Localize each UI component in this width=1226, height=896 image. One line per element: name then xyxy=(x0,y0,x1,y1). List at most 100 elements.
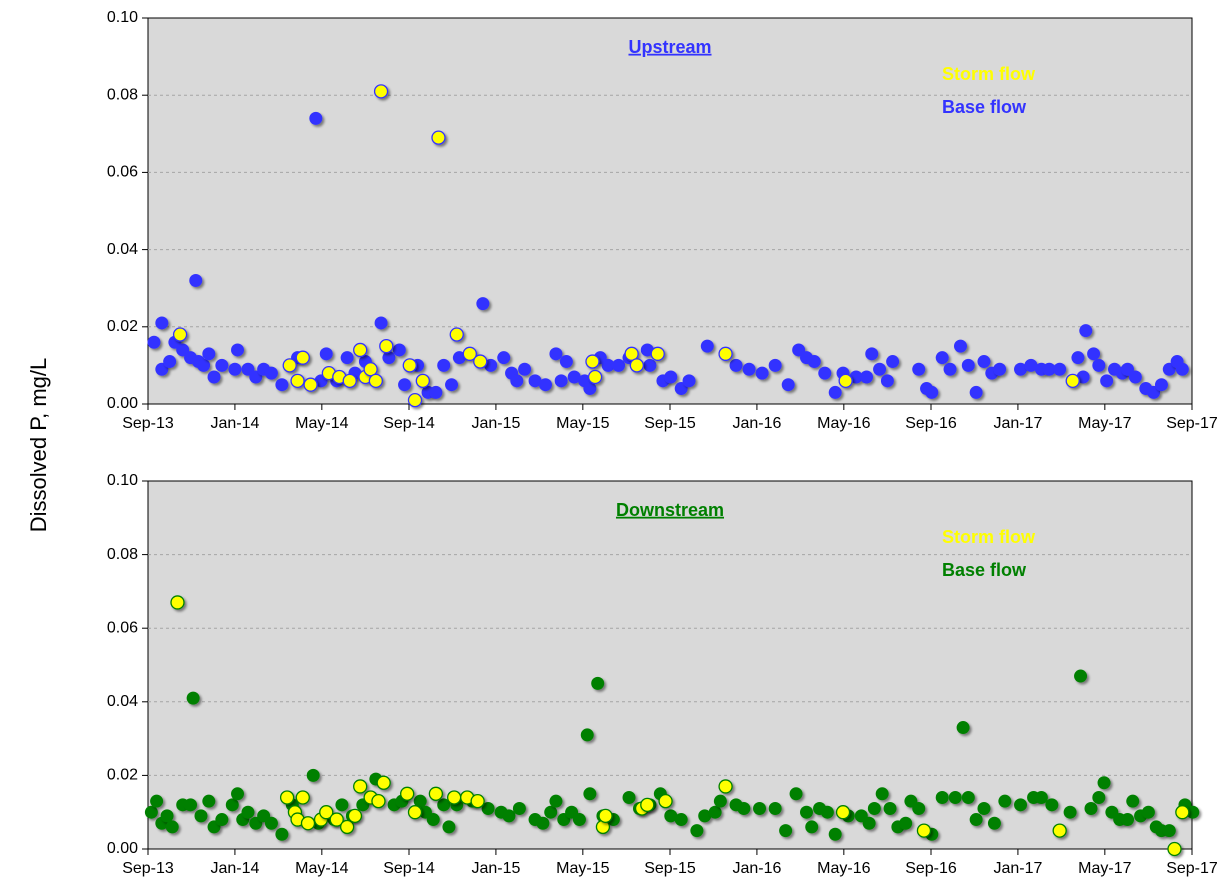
y-tick-label: 0.08 xyxy=(107,86,138,103)
data-point xyxy=(202,794,216,808)
data-point xyxy=(1154,378,1168,392)
x-tick-label: Sep-16 xyxy=(905,415,957,432)
data-point xyxy=(1100,374,1114,388)
data-point xyxy=(718,346,733,361)
data-point xyxy=(977,355,991,369)
data-point xyxy=(1076,370,1090,384)
data-point xyxy=(373,84,389,99)
data-point xyxy=(170,595,185,610)
data-point xyxy=(664,370,678,384)
data-point xyxy=(567,370,581,384)
data-point xyxy=(264,816,278,830)
legend-entry: Storm flow xyxy=(942,527,1036,547)
data-point xyxy=(1053,362,1067,376)
y-tick-label: 0.08 xyxy=(107,546,138,563)
data-point xyxy=(147,335,161,349)
data-point xyxy=(948,790,962,804)
data-point xyxy=(674,813,688,827)
data-point xyxy=(1014,362,1028,376)
x-tick-label: Sep-14 xyxy=(383,415,435,432)
data-point xyxy=(624,346,639,361)
data-point xyxy=(172,327,188,342)
data-point xyxy=(303,377,318,392)
data-point xyxy=(1175,362,1189,376)
x-tick-label: May-16 xyxy=(817,415,870,432)
data-point xyxy=(700,339,714,353)
data-point xyxy=(402,358,417,373)
data-point xyxy=(993,362,1007,376)
data-point xyxy=(860,370,874,384)
data-point xyxy=(943,362,957,376)
x-tick-label: Jan-17 xyxy=(993,860,1042,877)
data-point xyxy=(309,111,323,125)
data-point xyxy=(189,273,203,287)
panel-title: Upstream xyxy=(628,37,711,57)
data-point xyxy=(194,809,208,823)
y-tick-label: 0.06 xyxy=(107,619,138,636)
data-point xyxy=(800,805,814,819)
data-point xyxy=(1128,370,1142,384)
data-point xyxy=(708,805,722,819)
data-point xyxy=(407,392,423,408)
data-point xyxy=(805,820,819,834)
x-tick-label: Jan-16 xyxy=(732,860,781,877)
x-tick-label: May-14 xyxy=(295,860,348,877)
data-point xyxy=(342,373,357,388)
data-point xyxy=(601,358,615,372)
data-point xyxy=(737,802,751,816)
x-tick-label: Sep-15 xyxy=(644,860,696,877)
data-point xyxy=(528,374,542,388)
data-point xyxy=(300,816,316,831)
data-point xyxy=(1141,805,1155,819)
data-point xyxy=(295,790,310,805)
data-point xyxy=(544,805,558,819)
data-point xyxy=(197,358,211,372)
data-point xyxy=(392,343,406,357)
data-point xyxy=(437,798,451,812)
data-point xyxy=(275,827,289,841)
data-point xyxy=(470,794,485,809)
x-tick-label: May-16 xyxy=(817,860,870,877)
data-point xyxy=(753,802,767,816)
data-point xyxy=(347,808,363,824)
data-point xyxy=(539,378,553,392)
data-point xyxy=(1042,362,1056,376)
x-tick-label: Sep-13 xyxy=(122,860,174,877)
data-point xyxy=(713,794,727,808)
x-tick-label: Sep-17 xyxy=(1166,415,1218,432)
data-point xyxy=(867,802,881,816)
data-point xyxy=(622,790,636,804)
data-point xyxy=(275,378,289,392)
data-point xyxy=(1063,805,1077,819)
data-point xyxy=(1079,324,1093,338)
data-point xyxy=(912,362,926,376)
data-point xyxy=(755,366,769,380)
data-point xyxy=(335,798,349,812)
data-point xyxy=(215,358,229,372)
y-tick-label: 0.00 xyxy=(107,840,138,857)
y-tick-label: 0.04 xyxy=(107,693,138,710)
data-point xyxy=(319,347,333,361)
data-point xyxy=(583,787,597,801)
data-point xyxy=(413,794,427,808)
panel-title: Downstream xyxy=(616,500,724,520)
data-point xyxy=(429,385,443,399)
data-point xyxy=(319,805,334,820)
data-point xyxy=(437,358,451,372)
data-point xyxy=(768,802,782,816)
data-point xyxy=(279,790,295,805)
data-point xyxy=(368,373,384,388)
x-tick-label: Sep-13 xyxy=(122,415,174,432)
data-point xyxy=(295,350,310,365)
data-point xyxy=(1126,794,1140,808)
data-point xyxy=(789,787,803,801)
data-point xyxy=(462,346,477,361)
data-point xyxy=(690,824,704,838)
data-point xyxy=(549,347,563,361)
data-point xyxy=(873,362,887,376)
data-point xyxy=(1167,841,1182,857)
data-point xyxy=(1175,805,1190,820)
data-point xyxy=(998,794,1012,808)
data-point xyxy=(935,351,949,365)
